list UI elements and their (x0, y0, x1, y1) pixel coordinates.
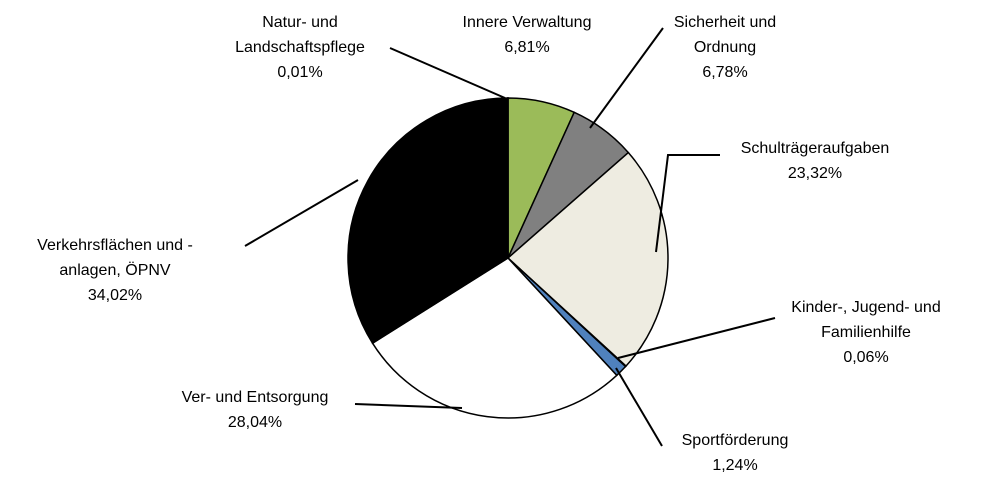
value-label: 1,24% (712, 457, 758, 474)
slice-label: Kinder-, Jugend- und Familienhilfe 0,06% (766, 295, 966, 370)
leader-line (589, 27, 664, 129)
leader-line (655, 154, 720, 253)
slice-label: Verkehrsflächen und - anlagen, ÖPNV 34,02… (5, 233, 225, 308)
leader-line (617, 317, 776, 359)
category-name: Sicherheit und Ordnung (673, 14, 777, 56)
slice-label: Schulträgeraufgaben 23,32% (705, 136, 925, 186)
value-label: 23,32% (787, 165, 843, 182)
value-label: 0,06% (843, 349, 889, 366)
category-name: Verkehrsflächen und - anlagen, ÖPNV (37, 237, 193, 279)
slice-label: Sicherheit und Ordnung 6,78% (645, 10, 805, 85)
leader-line (615, 367, 663, 447)
category-name: Schulträgeraufgaben (740, 140, 890, 157)
value-label: 28,04% (227, 414, 283, 431)
value-label: 34,02% (87, 287, 143, 304)
slice-label: Innere Verwaltung 6,81% (437, 10, 617, 60)
slice-label: Ver- und Entsorgung 28,04% (145, 385, 365, 435)
value-label: 6,78% (702, 64, 748, 81)
category-name: Natur- und Landschaftspflege (235, 14, 365, 56)
value-label: 6,81% (504, 39, 550, 56)
category-name: Innere Verwaltung (462, 14, 592, 31)
value-label: 0,01% (277, 64, 323, 81)
slice-label: Sportförderung 1,24% (645, 428, 825, 478)
pie-slice (347, 97, 509, 345)
pie-slice (506, 151, 669, 368)
leader-line (354, 403, 463, 409)
slice-label: Natur- und Landschaftspflege 0,01% (200, 10, 400, 85)
pie-slice (371, 257, 618, 419)
category-name: Kinder-, Jugend- und Familienhilfe (791, 299, 941, 341)
leader-line (244, 179, 359, 247)
leader-line (389, 47, 506, 99)
category-name: Sportförderung (681, 432, 789, 449)
category-name: Ver- und Entsorgung (181, 389, 329, 406)
